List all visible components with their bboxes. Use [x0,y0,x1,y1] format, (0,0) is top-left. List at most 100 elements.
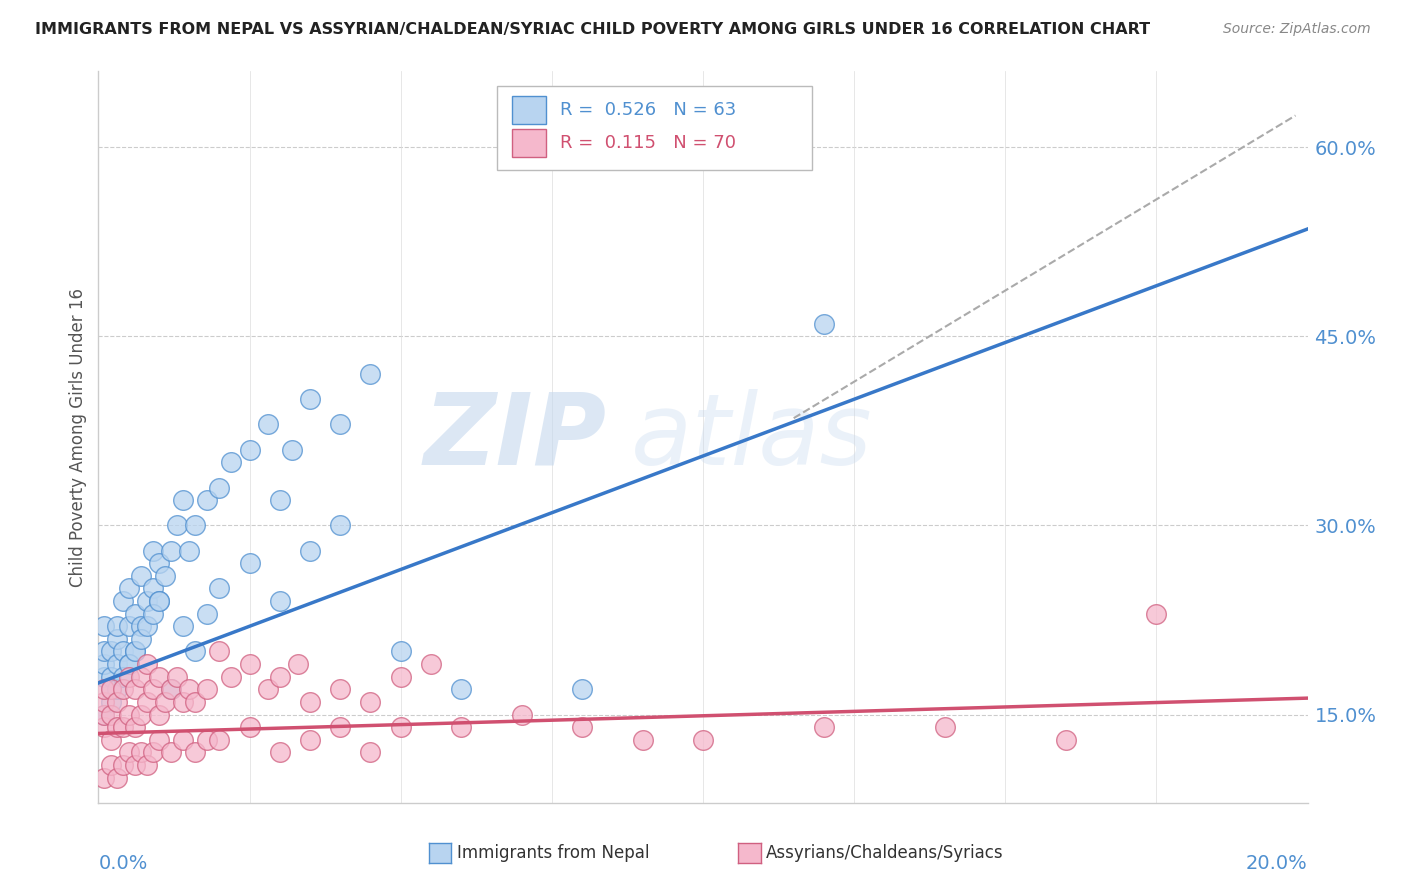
Point [118,745,141,759]
Point [124,758,146,772]
Point [195,732,218,747]
Point [208,732,231,747]
Point [269,670,291,684]
Point [129,707,152,722]
Point [93,695,115,709]
Text: IMMIGRANTS FROM NEPAL VS ASSYRIAN/CHALDEAN/SYRIAC CHILD POVERTY AMONG GIRLS UNDE: IMMIGRANTS FROM NEPAL VS ASSYRIAN/CHALDE… [35,22,1150,37]
Point [195,493,218,508]
Point [184,518,207,533]
Point [239,657,262,671]
Point [208,481,231,495]
Point [420,657,443,671]
Point [105,657,128,671]
Text: atlas: atlas [630,389,872,485]
Point [329,720,352,734]
Point [118,619,141,633]
Point [105,682,128,697]
Point [299,392,322,407]
Point [124,644,146,658]
Point [111,720,134,734]
Point [118,670,141,684]
Point [692,732,714,747]
Point [111,682,134,697]
Point [142,745,165,759]
Point [184,695,207,709]
Point [93,644,115,658]
Point [118,582,141,596]
Point [129,745,152,759]
Point [179,543,201,558]
Point [148,594,170,608]
Point [287,657,309,671]
Point [124,682,146,697]
Point [389,720,412,734]
Point [160,543,183,558]
Point [124,644,146,658]
Point [100,695,122,709]
Point [93,707,115,722]
Point [111,644,134,658]
Point [571,720,593,734]
Point [105,720,128,734]
Text: 20.0%: 20.0% [1246,854,1308,873]
Point [100,670,122,684]
Point [160,745,183,759]
Point [93,619,115,633]
Point [160,682,183,697]
Y-axis label: Child Poverty Among Girls Under 16: Child Poverty Among Girls Under 16 [69,287,87,587]
Point [166,670,188,684]
Point [172,619,194,633]
Point [135,594,157,608]
Point [153,695,176,709]
FancyBboxPatch shape [498,86,811,170]
Point [142,582,165,596]
Point [129,569,152,583]
Point [329,682,352,697]
Point [450,720,472,734]
Point [118,707,141,722]
Point [239,442,262,457]
Point [195,682,218,697]
Point [329,518,352,533]
Point [100,732,122,747]
Point [111,758,134,772]
Point [135,695,157,709]
Point [93,657,115,671]
Point [571,682,593,697]
Point [1144,607,1167,621]
Point [148,556,170,570]
Point [142,682,165,697]
Point [105,632,128,646]
Point [135,657,157,671]
Point [100,644,122,658]
Point [142,543,165,558]
Point [93,771,115,785]
Point [269,745,291,759]
Point [813,720,835,734]
Point [166,518,188,533]
Point [450,682,472,697]
Text: R =  0.526   N = 63: R = 0.526 N = 63 [561,101,737,120]
Point [329,417,352,432]
Point [160,682,183,697]
Point [118,657,141,671]
Text: 0.0%: 0.0% [98,854,148,873]
Point [1054,732,1077,747]
Point [142,607,165,621]
Point [105,771,128,785]
Point [256,417,278,432]
Point [195,607,218,621]
Point [148,594,170,608]
Text: Assyrians/Chaldeans/Syriacs: Assyrians/Chaldeans/Syriacs [766,844,1004,862]
Point [93,707,115,722]
Point [360,745,382,759]
Text: Immigrants from Nepal: Immigrants from Nepal [457,844,650,862]
Point [239,720,262,734]
Point [105,695,128,709]
Point [389,644,412,658]
Point [269,493,291,508]
Point [184,644,207,658]
FancyBboxPatch shape [512,96,546,124]
Point [124,607,146,621]
Point [299,695,322,709]
